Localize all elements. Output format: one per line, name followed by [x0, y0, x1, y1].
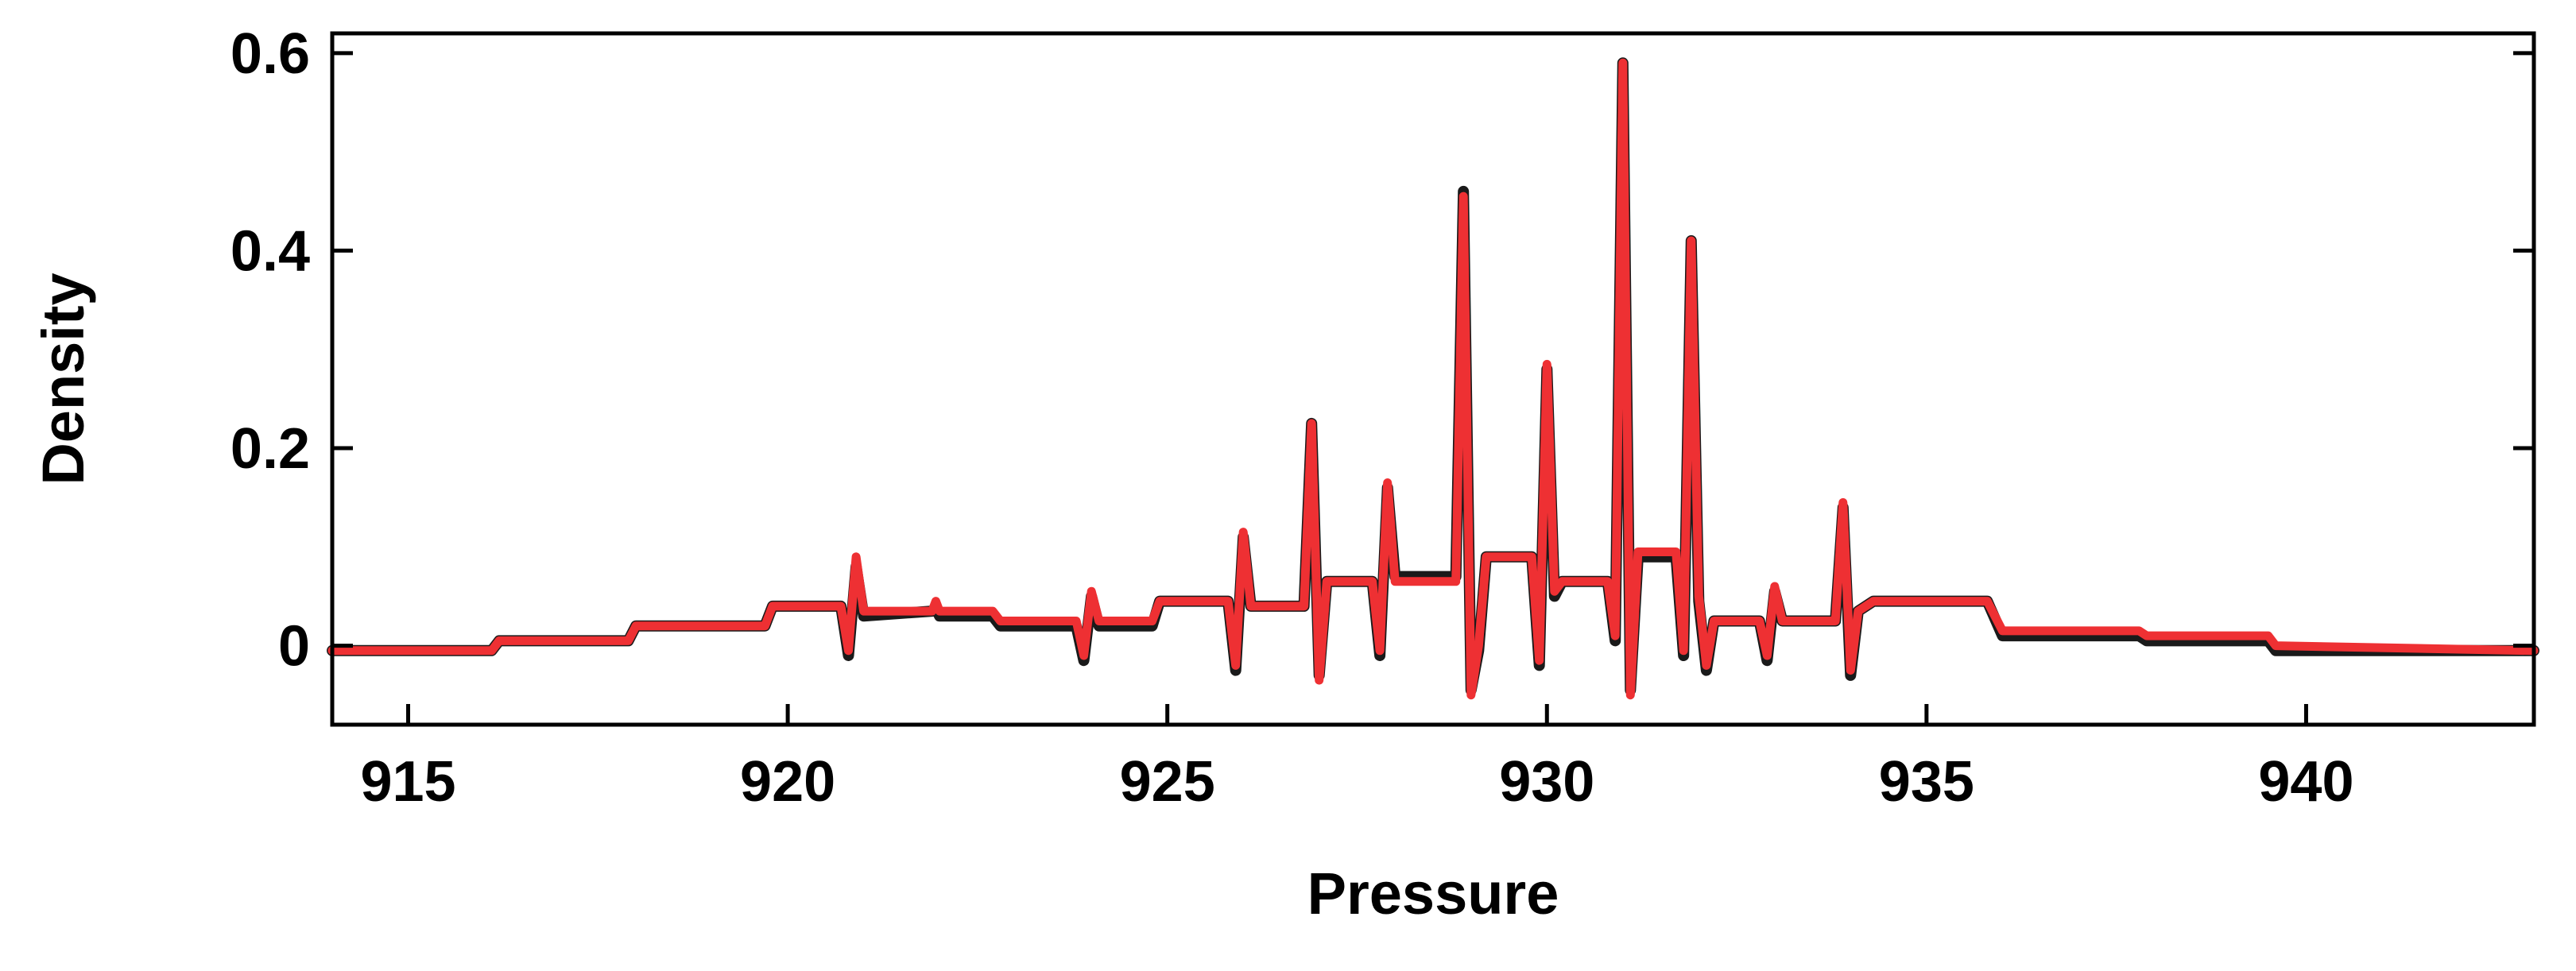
- y-tick-label: 0.4: [230, 219, 310, 283]
- y-axis: 0 0.2 0.4 0.6: [230, 22, 2534, 679]
- y-tick-label: 0: [278, 615, 310, 679]
- x-tick-label: 920: [740, 750, 835, 814]
- x-tick-label: 930: [1499, 750, 1594, 814]
- x-axis: 915 920 925 930 935 940: [360, 704, 2354, 814]
- series-line-2: [327, 58, 2539, 700]
- y-tick-label: 0.2: [230, 417, 310, 481]
- y-tick-label: 0.6: [230, 22, 310, 86]
- plot-frame: [330, 31, 2536, 727]
- plot-lines: [327, 57, 2539, 700]
- x-tick-label: 915: [360, 750, 455, 814]
- x-tick-label: 925: [1120, 750, 1215, 814]
- series-line-1: [327, 57, 2539, 696]
- x-tick-label: 935: [1879, 750, 1974, 814]
- x-axis-title: Pressure: [1307, 861, 1559, 927]
- x-tick-label: 940: [2258, 750, 2353, 814]
- y-axis-title: Density: [30, 273, 96, 485]
